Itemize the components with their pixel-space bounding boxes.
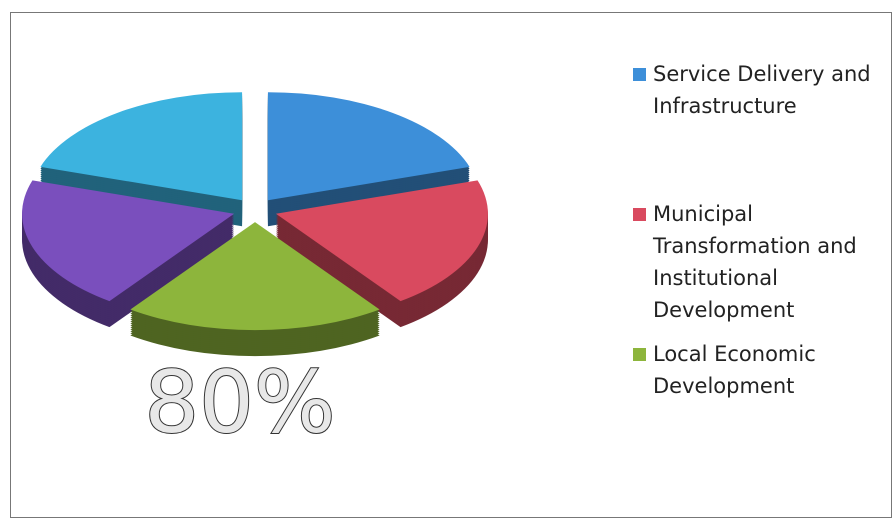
slice-top (22, 180, 235, 302)
slice (22, 180, 235, 328)
chart-frame (10, 12, 892, 518)
slice-top (130, 222, 380, 331)
legend-swatch (633, 208, 646, 221)
legend-item: Service Delivery and Infrastructure (633, 58, 883, 122)
legend-item: Municipal Transformation and Institution… (633, 198, 883, 326)
annotation: 80% (144, 353, 335, 453)
slice (275, 180, 488, 328)
legend-item: Local Economic Development (633, 338, 883, 402)
legend-label: Service Delivery and Infrastructure (653, 62, 871, 118)
slice-top (40, 92, 243, 201)
slice (130, 222, 380, 357)
legend-label: Local Economic Development (653, 342, 816, 398)
slice-top (275, 180, 488, 302)
legend-swatch (633, 68, 646, 81)
legend-label: Municipal Transformation and Institution… (653, 202, 857, 322)
slice-top (267, 92, 470, 201)
legend-swatch (633, 348, 646, 361)
